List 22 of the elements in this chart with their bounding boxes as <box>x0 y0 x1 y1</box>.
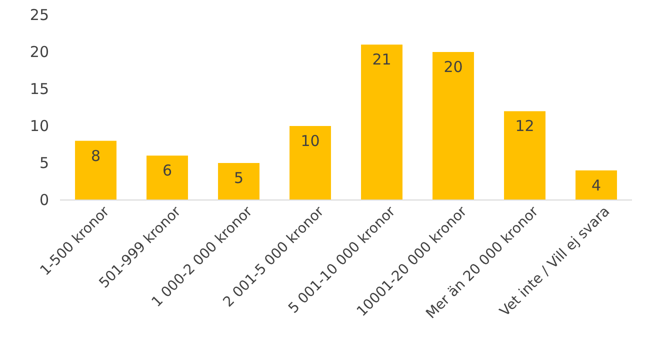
y-tick-label: 20 <box>30 42 49 61</box>
data-label: 8 <box>90 146 101 165</box>
data-label: 6 <box>162 162 172 180</box>
data-label: 20 <box>444 58 463 76</box>
data-label: 10 <box>300 132 320 150</box>
bar <box>218 163 260 200</box>
y-tick-label: 10 <box>30 116 49 135</box>
data-label: 12 <box>515 117 534 136</box>
y-tick-label: 5 <box>39 154 49 172</box>
bar <box>146 156 188 200</box>
y-tick-label: 0 <box>39 190 49 209</box>
bar <box>504 111 546 200</box>
bar <box>75 140 116 200</box>
bar <box>432 52 474 200</box>
data-label: 5 <box>234 169 244 187</box>
y-tick-label: 25 <box>30 6 49 24</box>
data-label: 21 <box>372 50 392 69</box>
bar <box>290 126 331 200</box>
bar <box>576 170 617 200</box>
bar <box>361 44 402 200</box>
data-label: 4 <box>591 176 602 194</box>
y-tick-label: 15 <box>30 80 49 98</box>
